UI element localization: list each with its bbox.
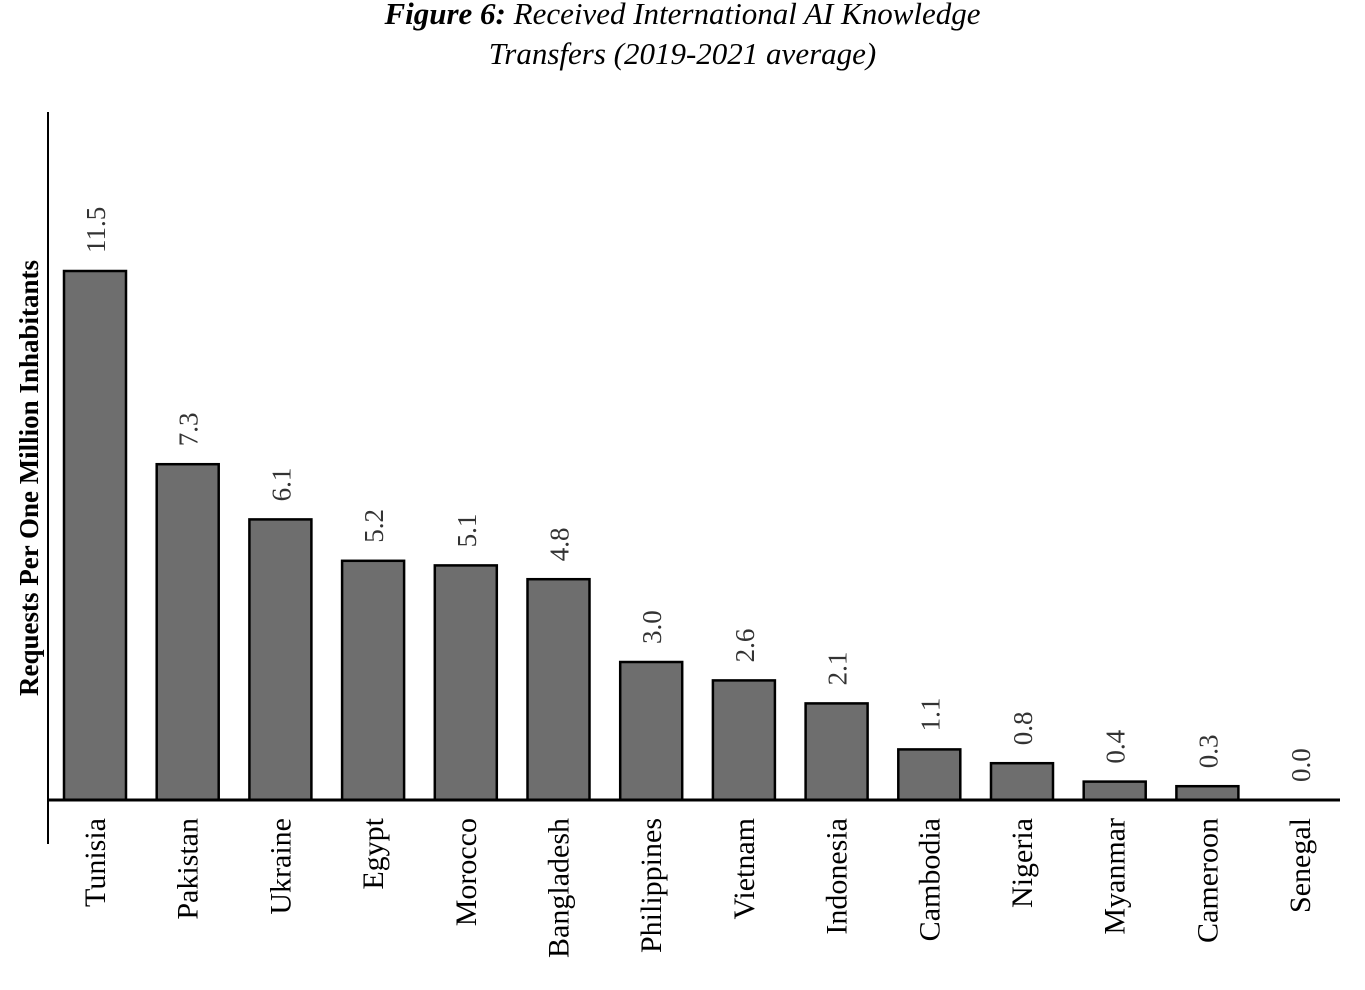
x-tick-label-myanmar: Myanmar — [1099, 818, 1132, 935]
chart-title-line-1: Figure 6: Received International AI Know… — [0, 0, 1365, 34]
bars-group — [62, 269, 1240, 802]
chart-title: Figure 6: Received International AI Know… — [0, 0, 1365, 74]
data-label-philippines: 3.0 — [637, 610, 667, 644]
data-label-cameroon: 0.3 — [1193, 734, 1223, 768]
x-tick-label-cambodia: Cambodia — [913, 818, 946, 941]
bar-nigeria — [989, 761, 1055, 802]
data-label-pakistan: 7.3 — [174, 412, 204, 446]
x-tick-label-ukraine: Ukraine — [264, 818, 297, 915]
bar-ukraine — [248, 518, 313, 802]
x-tick-label-bangladesh: Bangladesh — [543, 818, 576, 958]
x-tick-label-cameroon: Cameroon — [1191, 818, 1224, 943]
bar-indonesia — [804, 702, 869, 802]
chart-title-text-1: Received International AI Knowledge — [513, 0, 981, 31]
data-label-indonesia: 2.1 — [823, 652, 853, 686]
data-label-myanmar: 0.4 — [1101, 729, 1131, 763]
data-label-vietnam: 2.6 — [730, 629, 760, 663]
bar-morocco — [433, 564, 499, 802]
data-label-nigeria: 0.8 — [1008, 711, 1038, 745]
data-label-egypt: 5.2 — [359, 509, 389, 543]
data-labels-group: 11.5 7.3 6.1 5.2 5.1 4.8 3.0 2.6 2.1 1.1 0.8 0.4 0.3… — [81, 207, 1316, 782]
data-label-senegal: 0.0 — [1286, 748, 1316, 782]
x-tick-label-philippines: Philippines — [635, 818, 668, 953]
x-tick-label-pakistan: Pakistan — [172, 818, 205, 920]
data-label-morocco: 5.1 — [452, 514, 482, 548]
figure-label: Figure 6: — [384, 0, 506, 31]
x-tick-labels-group: Tunisia Pakistan Ukraine Egypt Morocco Bangla… — [79, 817, 1317, 958]
bar-tunisia — [62, 269, 128, 802]
bar-vietnam — [711, 679, 777, 802]
bar-egypt — [340, 559, 406, 802]
data-label-cambodia: 1.1 — [915, 698, 945, 732]
x-tick-label-egypt: Egypt — [357, 817, 390, 889]
data-label-bangladesh: 4.8 — [545, 527, 575, 561]
y-axis-label: Requests Per One Million Inhabitants — [14, 260, 44, 696]
x-tick-label-nigeria: Nigeria — [1006, 818, 1039, 908]
x-tick-label-senegal: Senegal — [1284, 818, 1317, 913]
x-tick-label-vietnam: Vietnam — [728, 818, 761, 920]
bar-cambodia — [897, 748, 962, 802]
bar-philippines — [618, 660, 684, 802]
x-tick-label-indonesia: Indonesia — [821, 818, 854, 935]
chart-title-line-2: Transfers (2019-2021 average) — [488, 36, 877, 71]
bar-pakistan — [155, 462, 220, 802]
bar-bangladesh — [526, 577, 591, 802]
bar-myanmar — [1082, 780, 1147, 802]
data-label-tunisia: 11.5 — [81, 207, 111, 253]
data-label-ukraine: 6.1 — [266, 468, 296, 502]
x-tick-label-morocco: Morocco — [450, 818, 483, 926]
x-tick-label-tunisia: Tunisia — [79, 818, 112, 907]
bar-cameroon — [1175, 784, 1240, 802]
